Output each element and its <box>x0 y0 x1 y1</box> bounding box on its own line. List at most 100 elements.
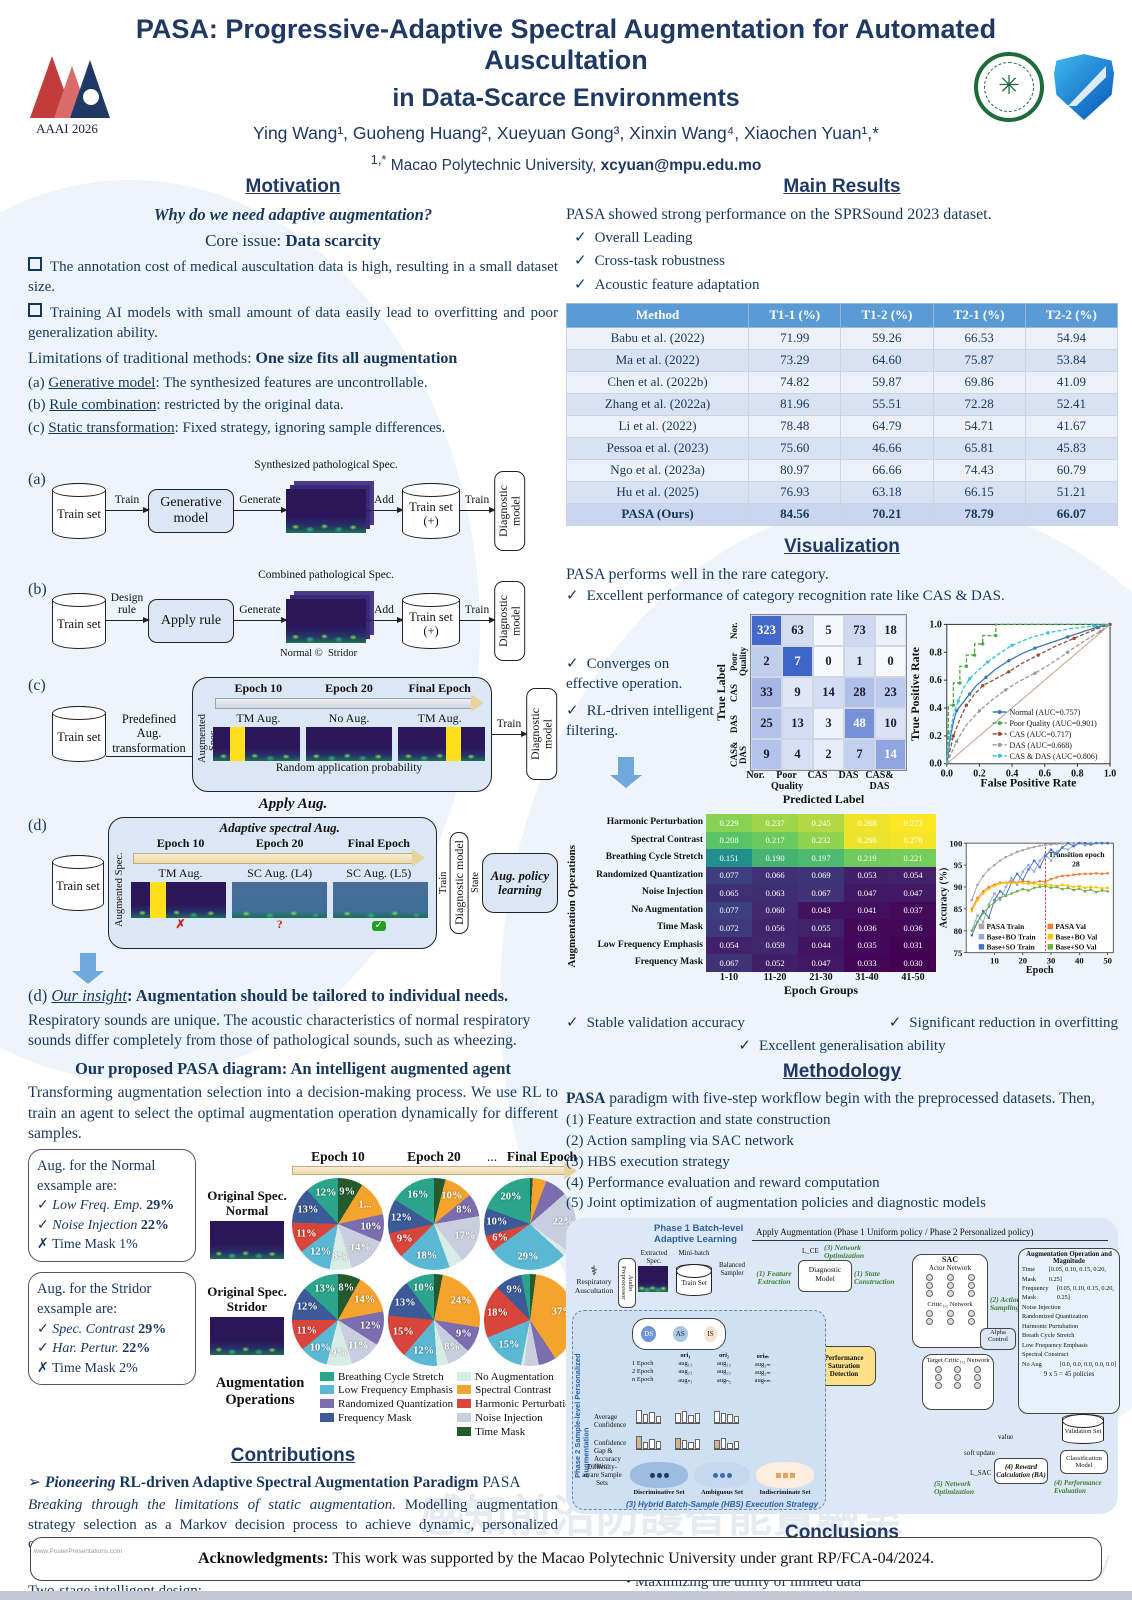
legend-label: Frequency Mask <box>338 1411 412 1424</box>
epoch20-label: Epoch 20 <box>325 680 373 695</box>
aug-op-name: Breath Cycle Stretch <box>1022 1332 1075 1340</box>
results-cell: 80.97 <box>748 458 842 482</box>
affiliation-email: xcyuan@mpu.edu.mo <box>600 157 762 175</box>
pie-slice-label: 15% <box>498 1339 520 1351</box>
results-cell: 46.66 <box>840 436 934 460</box>
pointer-icon: ➢ <box>28 1474 45 1492</box>
legend-label: Breathing Cycle Stretch <box>338 1370 444 1383</box>
no-aug-label: No Aug. <box>328 710 370 725</box>
proposed-paragraph: Transforming augmentation selection into… <box>28 1084 558 1143</box>
aug-policy-box: Aug. policy learning <box>482 852 558 913</box>
svg-text:0.0: 0.0 <box>941 769 953 780</box>
viz-below-left-text: Stable validation accuracy <box>586 1015 745 1032</box>
aug-op-name: Randomized Quantization <box>1022 1313 1088 1321</box>
results-cell: 81.96 <box>748 392 842 416</box>
synthesized-spectrogram: Synthesized pathological Spec. <box>254 459 398 533</box>
time-mask-stripe <box>445 726 461 761</box>
check-icon: ✓ <box>574 253 587 270</box>
stat-text: Low Freq. Emp. <box>52 1198 147 1214</box>
normal-box-title: Aug. for the Normal exsample are: <box>37 1157 156 1194</box>
cm-col-labels: Nor. Poor Quality CAS DAS CAS& DAS <box>740 770 907 792</box>
results-check-item: ✓ Acoustic feature adaptation <box>574 274 1118 297</box>
discriminative-label: Discriminative Set <box>633 1489 685 1497</box>
arrow-label-train: Train <box>464 494 490 507</box>
svg-text:20: 20 <box>1018 956 1027 966</box>
spec-row <box>213 726 485 761</box>
critic-network-label: Critic₁,₂ Network <box>927 1301 973 1309</box>
pie-slice-label: 12% <box>315 1187 337 1199</box>
aug-op-name: Noise Injection <box>1022 1303 1061 1311</box>
pie-slice-label: 8% <box>338 1282 355 1294</box>
poster-header: AAAI 2026 PASA: Progressive-Adaptive Spe… <box>0 0 1132 174</box>
aug-op-magnitude: [0.0, 0.0, 0.0, 0.0, 0.0] <box>1059 1360 1116 1368</box>
orig-normal-label: Original Spec. Normal <box>207 1187 287 1218</box>
results-cell: 66.15 <box>932 480 1026 504</box>
legend-item: Spectral Contrast <box>457 1384 576 1398</box>
cm-row-label: DAS <box>729 714 739 733</box>
stat-pct: 22% <box>122 1341 151 1357</box>
hm-cell: 0.033 <box>844 954 890 972</box>
item-a-rest: : The synthesized features are uncontrol… <box>155 374 428 391</box>
hm-body: Harmonic Perturbation 0.229 0.237 0.245 0.26… <box>578 814 936 998</box>
respiratory-label: ⚕ Respiratory Auscultation <box>572 1264 616 1295</box>
apply-rule-label: Apply rule <box>160 612 222 628</box>
aaai-logo-icon <box>24 52 110 118</box>
cm-row-label: Poor Quality <box>729 647 748 677</box>
validation-set-label: Validation Set <box>1064 1428 1102 1436</box>
results-table: Method T1-1 (%) T1-2 (%) T2-1 (%) T2-2 (%) Ba… <box>565 302 1119 526</box>
aaai-logo: AAAI 2026 <box>12 52 122 137</box>
svg-text:10: 10 <box>990 956 999 966</box>
hm-cell: 0.055 <box>798 919 844 937</box>
results-header-cell: Method <box>565 302 750 328</box>
viz-check1-text: Excellent performance of category recogn… <box>586 587 1005 604</box>
legend-label: Time Mask <box>475 1425 526 1438</box>
predefined-line1: Predefined <box>121 711 177 726</box>
diagnostic-model-label: Diagnostic model <box>496 484 523 537</box>
results-cell: 78.79 <box>932 502 1026 526</box>
pie-dots: ... <box>486 1148 498 1164</box>
results-header-cell: T1-1 (%) <box>748 302 842 328</box>
pie-stat-boxes: Aug. for the Normal exsample are: ✓ Low … <box>28 1148 196 1440</box>
average-confidence-label: Average Confidence <box>594 1413 627 1429</box>
arrow-label-train: Train <box>464 604 490 617</box>
ambiguous-cloud <box>694 1462 750 1489</box>
hm-row: Noise Injection 0.065 0.063 0.067 0.047 0.047 <box>578 884 936 902</box>
stridor-spectrogram <box>210 1316 284 1355</box>
pie-slice-label: 8% <box>456 1204 472 1216</box>
actor-network-label: Actor Network <box>928 1264 972 1273</box>
ack-bold: Acknowledgments: <box>197 1550 329 1567</box>
method-step: (2) Action sampling via SAC network <box>566 1132 794 1149</box>
method-intro-rest: paradigm with five-step workflow begin w… <box>605 1089 1095 1107</box>
flow-arrow: Generate <box>234 604 288 624</box>
cm-ylabel: True Label <box>714 664 728 722</box>
viz-bottom-checks: ✓ Stable validation accuracy ✓ Significant… <box>566 1012 1118 1035</box>
results-cell: Hu et al. (2025) <box>565 480 750 504</box>
hm-xlabel: Epoch Groups <box>783 982 859 997</box>
pie-slice-label: 13% <box>394 1297 416 1309</box>
hm-cell: 0.266 <box>844 831 890 850</box>
check-icon: ✓ <box>574 276 587 293</box>
train-set-small-cylinder: Train Set <box>676 1264 712 1297</box>
indiscriminate-cloud <box>756 1462 814 1489</box>
epoch10-label: Epoch 10 <box>156 835 205 850</box>
legend-item: No Augmentation <box>457 1371 576 1385</box>
aug-op-magnitude: [0.05, 0.10, 0.15, 0.20, 0.25] <box>1056 1285 1114 1302</box>
hm-cell: 0.047 <box>798 954 844 972</box>
svg-text:DAS (AUC=0.668): DAS (AUC=0.668) <box>1010 741 1073 750</box>
diagnostic-model-box: Diagnostic model <box>526 688 558 781</box>
confusion-matrix-figure: True Label Nor. Poor Quality CAS DAS CAS& DA… <box>714 614 907 807</box>
hm-cell: 0.047 <box>890 884 936 902</box>
actor-network-glyph <box>913 1272 987 1299</box>
cm-col-label: Nor. <box>746 770 765 782</box>
cross-icon: ✗ <box>37 1360 52 1376</box>
sample-sets-cylinder: DS AS IS <box>632 1318 726 1351</box>
apply-rule-box: Apply rule <box>148 598 234 643</box>
results-cell: 72.28 <box>932 392 1026 416</box>
legend-chip <box>457 1412 472 1422</box>
stridor-label: Stridor <box>327 647 358 659</box>
hm-cell: 0.035 <box>844 936 890 955</box>
item-b-rest: : restricted by the original data. <box>156 397 344 414</box>
limitations-line: Limitations of traditional methods: One … <box>28 348 558 369</box>
pie-slice-label: 13% <box>297 1204 319 1216</box>
discriminative-cloud <box>630 1462 688 1489</box>
